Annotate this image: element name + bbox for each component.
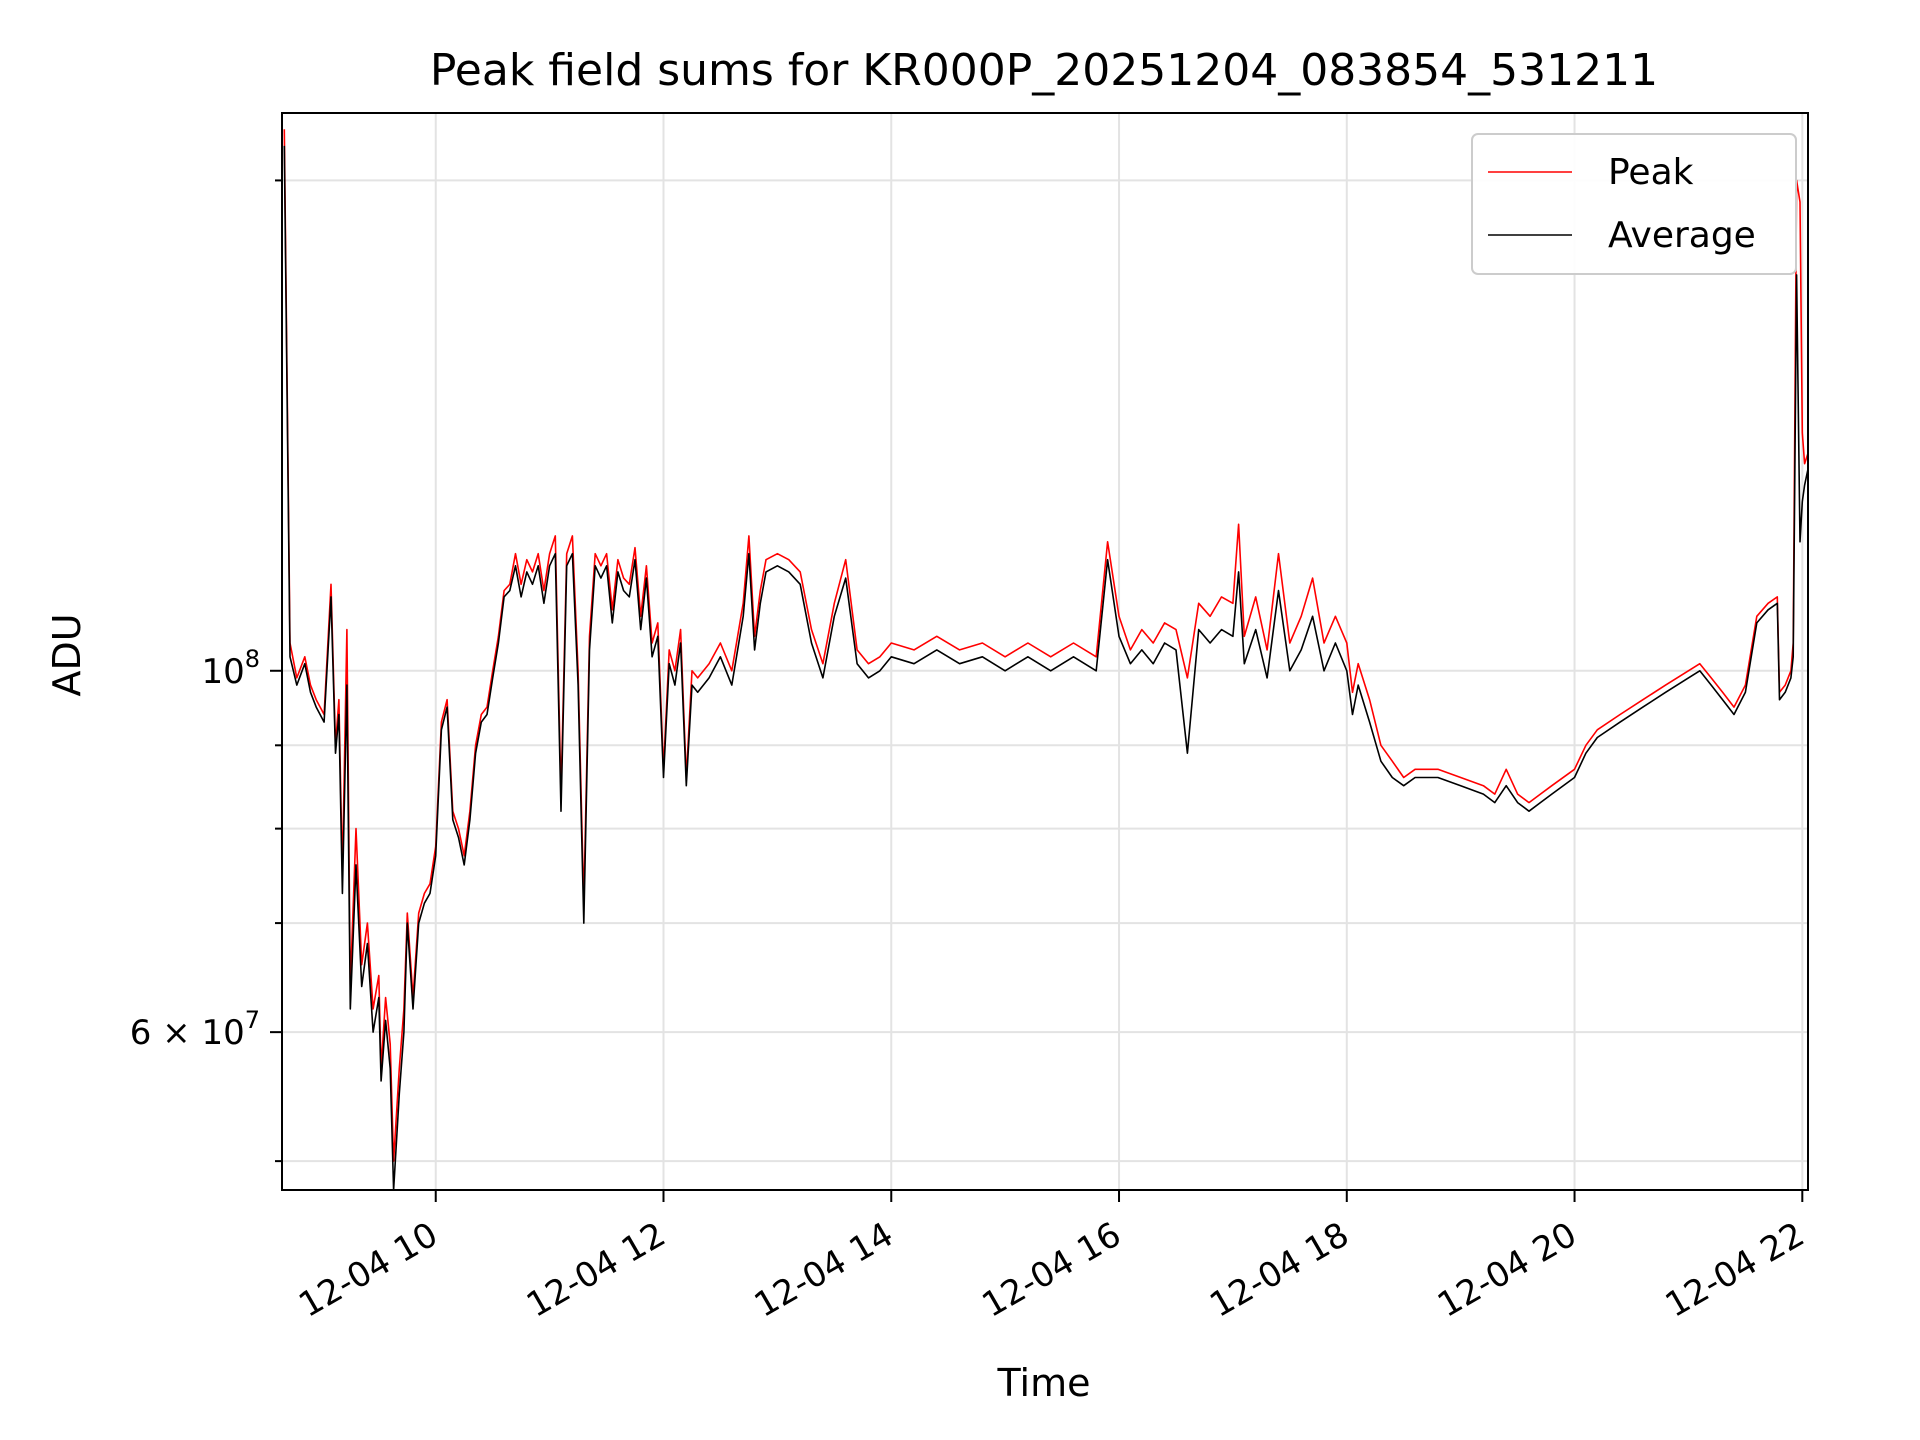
chart-title: Peak field sums for KR000P_20251204_0838… (430, 45, 1658, 96)
series-line-average (283, 145, 1808, 1190)
series-layer (283, 129, 1808, 1190)
legend-label-average: Average (1608, 215, 1756, 256)
y-tick-label: 6 × 107 (130, 1006, 260, 1053)
legend-label-peak: Peak (1608, 152, 1694, 193)
y-tick-exponent: 7 (245, 1006, 260, 1034)
axes-frame (281, 112, 1809, 1191)
grid (282, 113, 1808, 1190)
y-tick-base: 10 (201, 1013, 244, 1053)
y-tick-exponent: 8 (245, 645, 260, 673)
series-line-peak (283, 129, 1808, 1162)
y-tick-multiplier: 6 × (130, 1013, 202, 1053)
y-tick-base: 10 (201, 652, 244, 692)
y-axis-label: ADU (45, 613, 89, 696)
legend-box (1471, 133, 1797, 275)
y-tick-label: 108 (201, 645, 260, 692)
legend: Peak Average (1471, 133, 1797, 275)
x-axis-label: Time (997, 1361, 1091, 1405)
